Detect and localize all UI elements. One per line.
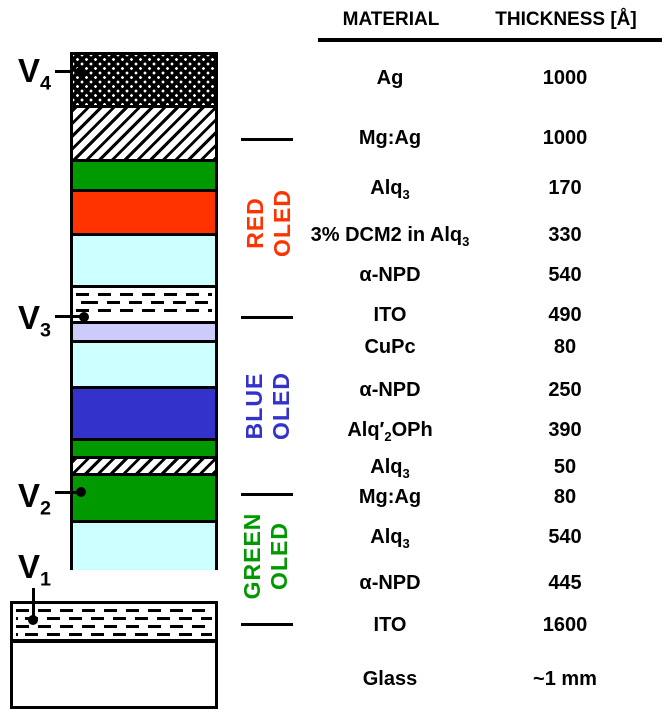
voltage-label-v3: V3 <box>18 299 52 342</box>
thickness-cell: 1600 <box>542 614 588 636</box>
table-row: α-NPD 540 <box>0 262 664 288</box>
table-row: Alq3 50 <box>0 454 664 481</box>
ito-dash-row <box>16 609 212 612</box>
material-cell: Alq3 <box>370 456 410 481</box>
v3-lead-line <box>55 315 81 318</box>
material-cell: α-NPD <box>359 572 421 594</box>
voltage-label-v1: V1 <box>18 548 52 591</box>
stack-layer-a-npd-red <box>73 236 215 288</box>
v4-contact-dot <box>75 67 85 77</box>
v3-contact-dot <box>79 312 89 322</box>
v4-lead-line <box>55 70 72 73</box>
stack-layer-mg-ag-thin <box>73 459 215 476</box>
stack-layer-glass-substrate <box>13 643 215 706</box>
table-row: Ag 1000 <box>0 65 664 91</box>
thickness-cell: 80 <box>553 486 577 508</box>
table-row: Alq3 540 <box>0 524 664 551</box>
v1-lead-line <box>32 588 35 618</box>
material-cell: Mg:Ag <box>358 486 422 508</box>
stack-layer-alq2oph <box>73 389 215 441</box>
ito-dash-row <box>16 617 212 620</box>
stack-layer-a-npd-blue <box>73 343 215 389</box>
material-cell: α-NPD <box>359 264 421 286</box>
thickness-cell: 250 <box>548 379 582 401</box>
ito-dash-row <box>16 633 212 636</box>
v1-contact-dot <box>28 615 38 625</box>
voltage-label-v2: V2 <box>18 477 52 520</box>
thickness-column-header: THICKNESS [Å] <box>495 9 637 30</box>
v2-lead-line <box>55 491 78 494</box>
ito-dash-row <box>76 309 212 312</box>
table-row: 3% DCM2 in Alq3 330 <box>0 222 664 249</box>
table-row: ITO 490 <box>0 302 664 328</box>
thickness-cell: 445 <box>548 572 582 594</box>
material-cell: 3% DCM2 in Alq3 <box>310 224 470 249</box>
table-row: Mg:Ag 80 <box>0 484 664 510</box>
table-row: ITO 1600 <box>0 612 664 638</box>
material-cell: Ag <box>376 67 404 89</box>
material-cell: CuPc <box>364 336 416 358</box>
link-line-ito-middle <box>241 316 293 319</box>
table-row: Alq3 170 <box>0 175 664 202</box>
stack-layer-ito-bottom <box>13 609 215 643</box>
link-line-mgag-top <box>241 138 293 141</box>
table-row: Alq′2OPh 390 <box>0 417 664 444</box>
link-line-ito-bottom <box>241 623 293 626</box>
material-cell: α-NPD <box>359 379 421 401</box>
voltage-label-v4: V4 <box>18 52 52 95</box>
material-cell: ITO <box>373 614 407 636</box>
stack-layer-dcm2-in-alq3 <box>73 192 215 236</box>
stack-layer-alq3-red <box>73 162 215 192</box>
table-row: α-NPD 250 <box>0 377 664 403</box>
thickness-cell: 540 <box>548 264 582 286</box>
table-row: Mg:Ag 1000 <box>0 125 664 151</box>
table-row: CuPc 80 <box>0 334 664 360</box>
thickness-cell: 330 <box>548 224 582 246</box>
thickness-cell: 490 <box>548 304 582 326</box>
thickness-cell: 1000 <box>542 127 588 149</box>
material-cell: Mg:Ag <box>358 127 422 149</box>
material-cell: Alq3 <box>370 177 410 202</box>
thickness-cell: ~1 mm <box>533 668 597 690</box>
ito-dash-row <box>16 625 212 628</box>
material-cell: Alq′2OPh <box>347 419 433 444</box>
thickness-cell: 80 <box>553 336 577 358</box>
thickness-cell: 50 <box>553 456 577 478</box>
thickness-cell: 170 <box>548 177 582 199</box>
material-cell: Glass <box>362 668 418 690</box>
thickness-cell: 1000 <box>542 67 588 89</box>
ito-dash-row <box>76 301 212 304</box>
stack-layer-ito-middle <box>73 293 215 324</box>
stack-layer-alq3-blue <box>73 441 215 459</box>
stack-layer-alq3-green <box>73 476 215 523</box>
stack-layer-ag-cathode <box>73 55 215 108</box>
table-row: α-NPD 445 <box>0 570 664 596</box>
thickness-cell: 390 <box>548 419 582 441</box>
ito-dash-row <box>76 293 212 296</box>
v2-contact-dot <box>76 487 86 497</box>
material-column-header: MATERIAL <box>342 9 440 30</box>
stack-layer-mg-ag-cathode <box>73 108 215 162</box>
material-cell: ITO <box>373 304 407 326</box>
material-cell: Alq3 <box>370 526 410 551</box>
table-header-underline <box>318 38 662 42</box>
stack-layer-cupc <box>73 324 215 343</box>
table-row: Glass ~1 mm <box>0 666 664 692</box>
layer-stack <box>70 52 218 570</box>
link-line-mgag-thin <box>241 493 293 496</box>
stack-layer-a-npd-green <box>73 523 215 570</box>
thickness-cell: 540 <box>548 526 582 548</box>
substrate-stack <box>10 601 218 709</box>
